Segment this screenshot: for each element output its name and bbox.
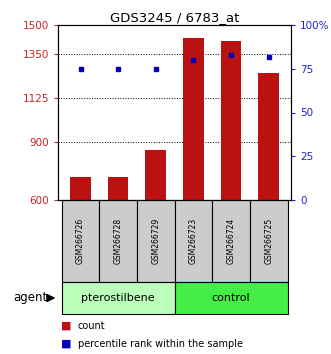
FancyBboxPatch shape <box>62 200 99 282</box>
Bar <box>183 38 204 200</box>
Text: GSM266728: GSM266728 <box>114 218 123 264</box>
Text: ■: ■ <box>61 339 72 349</box>
Text: GSM266725: GSM266725 <box>264 218 273 264</box>
Text: percentile rank within the sample: percentile rank within the sample <box>78 339 243 349</box>
Text: GSM266723: GSM266723 <box>189 218 198 264</box>
Bar <box>221 41 241 200</box>
Text: control: control <box>212 293 250 303</box>
Bar <box>70 177 91 200</box>
FancyBboxPatch shape <box>250 200 288 282</box>
FancyBboxPatch shape <box>62 282 175 314</box>
Text: agent: agent <box>14 291 48 304</box>
FancyBboxPatch shape <box>175 200 212 282</box>
FancyBboxPatch shape <box>137 200 175 282</box>
FancyBboxPatch shape <box>99 200 137 282</box>
Text: GSM266726: GSM266726 <box>76 218 85 264</box>
Text: ■: ■ <box>61 321 72 331</box>
Text: GSM266729: GSM266729 <box>151 218 160 264</box>
Bar <box>145 150 166 200</box>
Bar <box>108 177 128 200</box>
Title: GDS3245 / 6783_at: GDS3245 / 6783_at <box>110 11 239 24</box>
Text: pterostilbene: pterostilbene <box>81 293 155 303</box>
Bar <box>259 73 279 200</box>
FancyBboxPatch shape <box>175 282 288 314</box>
FancyBboxPatch shape <box>212 200 250 282</box>
Text: count: count <box>78 321 105 331</box>
Text: GSM266724: GSM266724 <box>226 218 236 264</box>
